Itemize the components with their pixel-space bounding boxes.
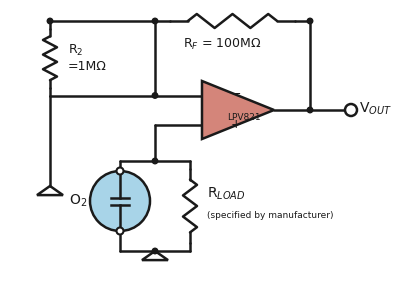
Circle shape <box>307 18 313 24</box>
Text: O$_2$: O$_2$ <box>69 193 87 209</box>
Text: R$_{LOAD}$: R$_{LOAD}$ <box>207 186 246 202</box>
Text: LPV821: LPV821 <box>227 114 261 122</box>
Polygon shape <box>202 81 274 139</box>
Circle shape <box>307 107 313 113</box>
Text: R$_F$ = 100MΩ: R$_F$ = 100MΩ <box>183 37 261 52</box>
Circle shape <box>116 227 124 234</box>
Circle shape <box>47 18 53 24</box>
Circle shape <box>116 167 124 174</box>
Circle shape <box>152 93 158 98</box>
Text: −: − <box>231 88 241 101</box>
Circle shape <box>345 104 357 116</box>
Circle shape <box>152 18 158 24</box>
Text: (specified by manufacturer): (specified by manufacturer) <box>207 211 334 221</box>
Text: V$_{OUT}$: V$_{OUT}$ <box>358 101 392 117</box>
Text: R$_2$
=1MΩ: R$_2$ =1MΩ <box>68 43 107 73</box>
Text: +: + <box>231 118 241 131</box>
Circle shape <box>152 248 158 254</box>
Circle shape <box>90 171 150 231</box>
Circle shape <box>152 158 158 164</box>
